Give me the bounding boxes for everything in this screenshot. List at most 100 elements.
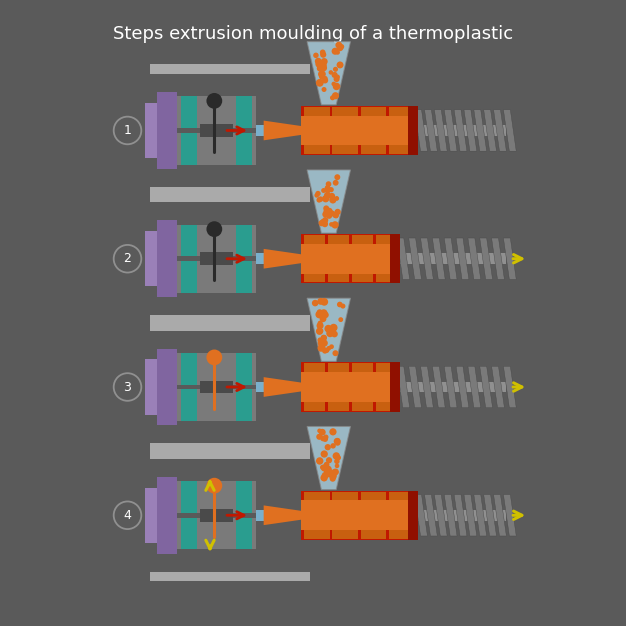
Bar bbox=[200, 381, 233, 393]
Bar bbox=[376, 274, 397, 282]
Circle shape bbox=[316, 191, 321, 196]
Polygon shape bbox=[474, 495, 486, 536]
Circle shape bbox=[329, 344, 334, 349]
Bar bbox=[145, 103, 157, 158]
Bar bbox=[304, 235, 325, 244]
Circle shape bbox=[334, 439, 341, 446]
Bar bbox=[157, 349, 177, 426]
Bar bbox=[361, 107, 386, 116]
Circle shape bbox=[320, 316, 326, 322]
Bar bbox=[177, 261, 256, 293]
Circle shape bbox=[321, 339, 328, 347]
Circle shape bbox=[326, 329, 334, 337]
Circle shape bbox=[334, 209, 341, 215]
Bar bbox=[157, 477, 177, 554]
Circle shape bbox=[332, 468, 339, 475]
Circle shape bbox=[114, 245, 141, 272]
Circle shape bbox=[341, 304, 346, 309]
Circle shape bbox=[315, 58, 322, 64]
Polygon shape bbox=[424, 495, 438, 536]
Polygon shape bbox=[491, 238, 505, 279]
Text: 1: 1 bbox=[123, 124, 131, 137]
Bar bbox=[389, 530, 414, 539]
Bar bbox=[181, 518, 197, 549]
Circle shape bbox=[320, 309, 327, 317]
Bar bbox=[304, 363, 325, 372]
Circle shape bbox=[318, 339, 324, 346]
Circle shape bbox=[316, 434, 322, 440]
Circle shape bbox=[207, 221, 222, 237]
Bar bbox=[181, 96, 197, 128]
Circle shape bbox=[320, 61, 326, 67]
Circle shape bbox=[335, 464, 339, 468]
Bar bbox=[177, 96, 256, 128]
Polygon shape bbox=[414, 495, 428, 536]
Circle shape bbox=[336, 455, 341, 460]
Circle shape bbox=[114, 373, 141, 401]
Bar bbox=[157, 92, 177, 169]
Polygon shape bbox=[468, 366, 481, 408]
Circle shape bbox=[321, 464, 328, 471]
Circle shape bbox=[337, 44, 343, 51]
Text: 3: 3 bbox=[123, 381, 131, 394]
Polygon shape bbox=[409, 238, 421, 279]
Circle shape bbox=[334, 459, 340, 464]
Bar bbox=[304, 107, 329, 116]
Circle shape bbox=[329, 187, 334, 192]
Bar bbox=[236, 353, 252, 384]
Circle shape bbox=[326, 182, 331, 187]
Bar bbox=[304, 274, 325, 282]
Circle shape bbox=[323, 434, 329, 439]
Bar bbox=[390, 362, 400, 412]
Circle shape bbox=[332, 48, 339, 54]
Bar bbox=[177, 353, 256, 384]
Circle shape bbox=[322, 87, 327, 92]
Circle shape bbox=[320, 51, 326, 58]
Polygon shape bbox=[464, 110, 477, 151]
Bar bbox=[256, 125, 264, 136]
Text: 4: 4 bbox=[123, 509, 131, 522]
Polygon shape bbox=[421, 366, 433, 408]
Circle shape bbox=[316, 79, 324, 87]
Bar bbox=[181, 133, 197, 165]
Bar bbox=[332, 107, 358, 116]
Bar bbox=[236, 225, 252, 256]
Circle shape bbox=[324, 208, 331, 215]
Bar bbox=[328, 402, 349, 411]
Bar bbox=[256, 254, 264, 264]
Text: Steps extrusion moulding of a thermoplastic: Steps extrusion moulding of a thermoplas… bbox=[113, 25, 513, 43]
Circle shape bbox=[327, 470, 334, 477]
Bar bbox=[408, 491, 418, 540]
Bar bbox=[177, 133, 256, 165]
Circle shape bbox=[334, 214, 339, 218]
Bar bbox=[376, 235, 397, 244]
Polygon shape bbox=[409, 366, 421, 408]
Polygon shape bbox=[480, 366, 493, 408]
Bar bbox=[150, 572, 310, 582]
Circle shape bbox=[331, 221, 339, 228]
Bar bbox=[236, 481, 252, 513]
Circle shape bbox=[317, 65, 323, 71]
Circle shape bbox=[329, 70, 333, 74]
Bar bbox=[301, 244, 400, 274]
Polygon shape bbox=[434, 110, 447, 151]
Bar bbox=[200, 252, 233, 265]
Bar bbox=[390, 234, 400, 284]
Polygon shape bbox=[397, 366, 409, 408]
Circle shape bbox=[319, 329, 323, 333]
Polygon shape bbox=[454, 110, 467, 151]
Circle shape bbox=[317, 298, 324, 305]
Circle shape bbox=[326, 457, 332, 463]
Bar bbox=[177, 481, 256, 513]
Bar bbox=[181, 261, 197, 293]
Circle shape bbox=[321, 474, 328, 481]
Circle shape bbox=[331, 443, 336, 449]
Circle shape bbox=[330, 95, 335, 100]
Circle shape bbox=[322, 219, 327, 225]
Circle shape bbox=[321, 450, 328, 458]
Text: 2: 2 bbox=[123, 252, 131, 265]
Circle shape bbox=[316, 310, 323, 319]
Bar bbox=[301, 234, 400, 284]
Bar bbox=[150, 449, 310, 459]
Circle shape bbox=[332, 452, 340, 459]
